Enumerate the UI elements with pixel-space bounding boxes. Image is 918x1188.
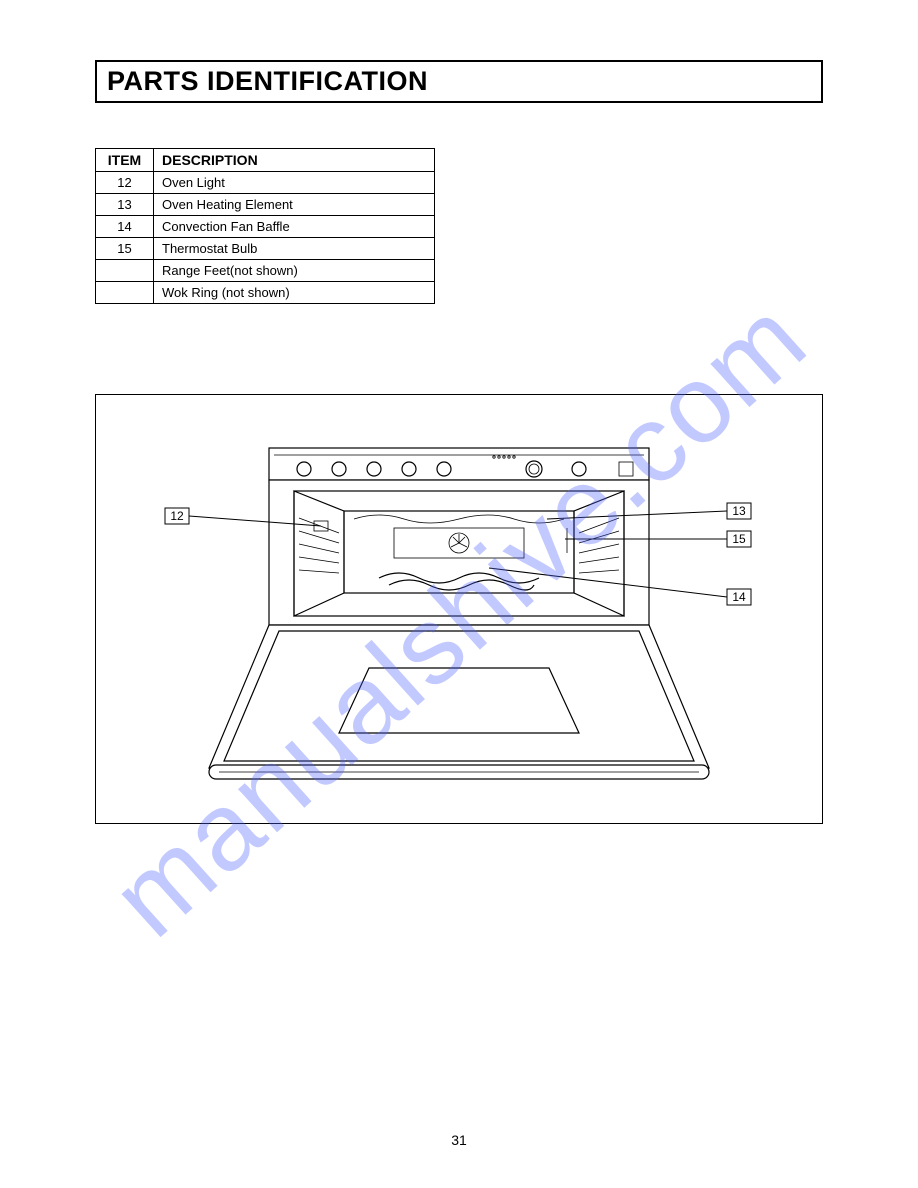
callout-label: 12 <box>170 509 184 523</box>
cell-item: 12 <box>96 172 154 194</box>
cell-item <box>96 260 154 282</box>
callout-label: 15 <box>732 532 746 546</box>
cell-description: Range Feet(not shown) <box>154 260 435 282</box>
table-header-row: ITEM DESCRIPTION <box>96 149 435 172</box>
callout-label: 14 <box>732 590 746 604</box>
cell-item <box>96 282 154 304</box>
parts-table: ITEM DESCRIPTION 12 Oven Light 13 Oven H… <box>95 148 435 304</box>
section-title-box: PARTS IDENTIFICATION <box>95 60 823 103</box>
section-title: PARTS IDENTIFICATION <box>107 66 811 97</box>
cell-description: Convection Fan Baffle <box>154 216 435 238</box>
cell-item: 14 <box>96 216 154 238</box>
table-row: Wok Ring (not shown) <box>96 282 435 304</box>
table-row: 12 Oven Light <box>96 172 435 194</box>
cell-description: Oven Heating Element <box>154 194 435 216</box>
cell-description: Thermostat Bulb <box>154 238 435 260</box>
header-description: DESCRIPTION <box>154 149 435 172</box>
table-row: 14 Convection Fan Baffle <box>96 216 435 238</box>
cell-item: 15 <box>96 238 154 260</box>
cell-description: Oven Light <box>154 172 435 194</box>
diagram-container: 12 13 15 14 <box>95 394 823 824</box>
header-item: ITEM <box>96 149 154 172</box>
table-row: Range Feet(not shown) <box>96 260 435 282</box>
cell-item: 13 <box>96 194 154 216</box>
table-row: 13 Oven Heating Element <box>96 194 435 216</box>
cell-description: Wok Ring (not shown) <box>154 282 435 304</box>
oven-diagram: 12 13 15 14 <box>139 413 779 813</box>
callout-label: 13 <box>732 504 746 518</box>
page-number: 31 <box>0 1132 918 1148</box>
table-row: 15 Thermostat Bulb <box>96 238 435 260</box>
